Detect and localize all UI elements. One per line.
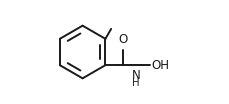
- Text: N: N: [131, 69, 140, 82]
- Text: O: O: [118, 33, 127, 46]
- Text: OH: OH: [150, 59, 168, 72]
- Text: H: H: [132, 78, 139, 88]
